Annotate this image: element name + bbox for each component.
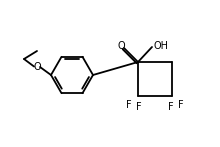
Text: F: F (126, 100, 132, 110)
Text: F: F (168, 102, 174, 112)
Text: O: O (117, 41, 125, 51)
Text: OH: OH (154, 41, 169, 51)
Text: O: O (33, 62, 41, 72)
Text: F: F (136, 102, 142, 112)
Text: F: F (178, 100, 184, 110)
